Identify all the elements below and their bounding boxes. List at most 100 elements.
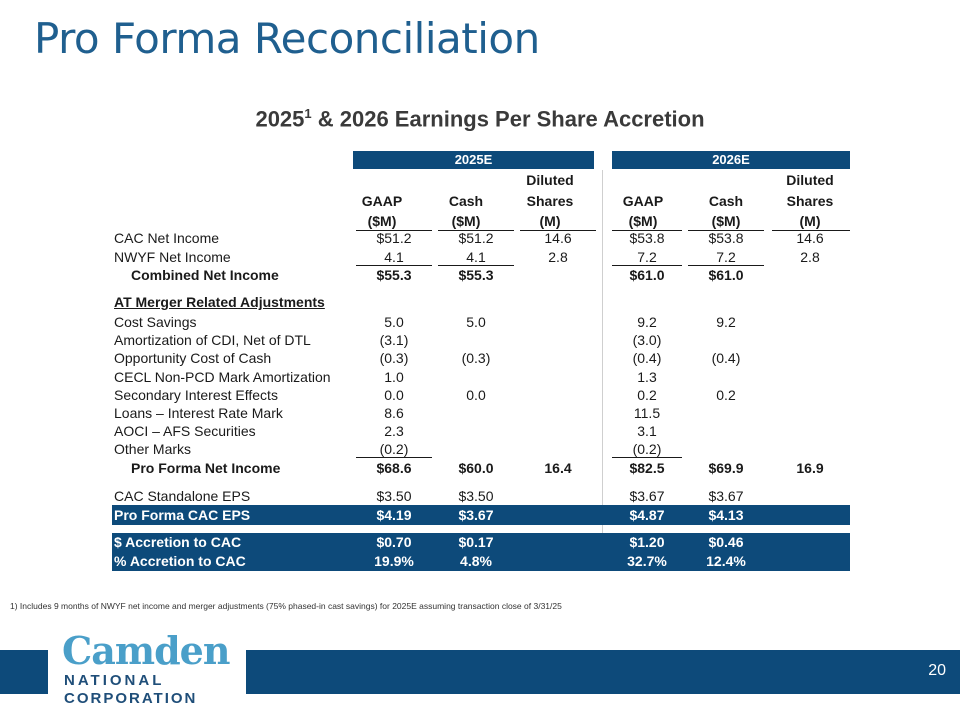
row-label: % Accretion to CAC <box>114 553 246 569</box>
table-cell: 1.0 <box>384 369 404 385</box>
table-cell: $4.13 <box>708 507 744 523</box>
table-cell: 32.7% <box>627 553 667 569</box>
hdr-cash-2026: Cash <box>708 193 744 209</box>
hdr-shares-2026: Shares <box>786 193 834 209</box>
header-underline <box>438 230 514 231</box>
camden-logo: Camden NATIONAL CORPORATION <box>62 628 230 708</box>
table-cell: 4.1 <box>384 249 404 265</box>
row-label: Combined Net Income <box>131 267 279 283</box>
table-cell: $3.67 <box>708 488 744 504</box>
table-cell: 5.0 <box>466 314 486 330</box>
hdr-unit-shares-2025: (M) <box>539 213 561 229</box>
table-cell: $4.87 <box>629 507 665 523</box>
page-title: Pro Forma Reconciliation <box>34 14 540 63</box>
row-label: Opportunity Cost of Cash <box>114 350 272 366</box>
hdr-unit-cash-2026: ($M) <box>711 213 741 229</box>
pro-forma-eps-band <box>112 505 850 525</box>
row-label: AT Merger Related Adjustments <box>114 294 325 310</box>
table-cell: $3.67 <box>629 488 665 504</box>
hdr-gaap-2025: GAAP <box>361 193 403 209</box>
table-cell: 4.1 <box>466 249 486 265</box>
header-underline <box>688 230 764 231</box>
table-cell: $3.50 <box>458 488 494 504</box>
row-label: CAC Standalone EPS <box>114 488 251 504</box>
hdr-gaap-2026: GAAP <box>622 193 664 209</box>
table-cell: 2.8 <box>800 249 820 265</box>
hdr-cash-2025: Cash <box>448 193 484 209</box>
table-cell: $60.0 <box>458 460 494 476</box>
subtotal-rule <box>688 265 764 266</box>
table-cell: 9.2 <box>716 314 736 330</box>
header-underline <box>612 230 682 231</box>
table-cell: 0.0 <box>466 387 486 403</box>
logo-line-national: NATIONAL <box>64 672 165 689</box>
footnote-marker: 1 <box>304 106 312 121</box>
logo-line-corporation: CORPORATION <box>64 690 198 707</box>
subtotal-rule <box>356 457 432 458</box>
table-cell: $0.17 <box>458 534 494 550</box>
subtotal-rule <box>612 457 682 458</box>
row-label: NWYF Net Income <box>114 249 231 265</box>
table-cell: 19.9% <box>374 553 414 569</box>
table-cell: $0.70 <box>376 534 412 550</box>
table-cell: 5.0 <box>384 314 404 330</box>
header-underline <box>520 230 596 231</box>
table-cell: 8.6 <box>384 405 404 421</box>
table-cell: $51.2 <box>458 230 494 246</box>
footer-bar-left <box>0 650 48 694</box>
hdr-unit-shares-2026: (M) <box>799 213 821 229</box>
row-label: CECL Non-PCD Mark Amortization <box>114 369 331 385</box>
accretion-band <box>112 533 850 571</box>
table-cell: (0.3) <box>379 350 409 366</box>
row-label: Pro Forma CAC EPS <box>114 507 251 523</box>
hdr-unit-gaap-2025: ($M) <box>367 213 397 229</box>
column-separator <box>602 170 603 570</box>
row-label: CAC Net Income <box>114 230 220 246</box>
header-underline <box>356 230 432 231</box>
table-cell: 2.8 <box>548 249 568 265</box>
table-cell: (0.4) <box>711 350 741 366</box>
table-cell: 1.3 <box>637 369 657 385</box>
logo-wordmark: Camden <box>62 628 230 673</box>
table-cell: (0.4) <box>632 350 662 366</box>
table-cell: 0.0 <box>384 387 404 403</box>
hdr-unit-cash-2025: ($M) <box>451 213 481 229</box>
table-cell: 4.8% <box>460 553 492 569</box>
table-cell: (0.2) <box>632 441 662 457</box>
row-label: $ Accretion to CAC <box>114 534 242 550</box>
table-cell: 3.1 <box>637 423 657 439</box>
table-cell: $68.6 <box>376 460 412 476</box>
page-number: 20 <box>928 662 946 679</box>
table-cell: 14.6 <box>796 230 824 246</box>
subtotal-rule <box>356 265 432 266</box>
table-cell: $61.0 <box>629 267 665 283</box>
table-cell: 0.2 <box>637 387 657 403</box>
table-cell: 0.2 <box>716 387 736 403</box>
table-cell: $55.3 <box>376 267 412 283</box>
table-title: 20251 & 2026 Earnings Per Share Accretio… <box>255 106 705 132</box>
table-cell: $82.5 <box>629 460 665 476</box>
table-cell: (0.2) <box>379 441 409 457</box>
table-cell: $61.0 <box>708 267 744 283</box>
table-cell: 7.2 <box>637 249 657 265</box>
table-cell: $53.8 <box>629 230 665 246</box>
table-cell: $3.67 <box>458 507 494 523</box>
hdr-diluted-2025: Diluted <box>526 172 574 188</box>
table-cell: $0.46 <box>708 534 744 550</box>
header-2026e: 2026E <box>612 151 850 169</box>
row-label: AOCI – AFS Securities <box>114 423 256 439</box>
hdr-shares-2025: Shares <box>526 193 574 209</box>
table-cell: 12.4% <box>706 553 746 569</box>
table-cell: $53.8 <box>708 230 744 246</box>
table-cell: $1.20 <box>629 534 665 550</box>
hdr-unit-gaap-2026: ($M) <box>628 213 658 229</box>
table-cell: $4.19 <box>376 507 412 523</box>
subtotal-rule <box>438 265 514 266</box>
table-cell: (0.3) <box>461 350 491 366</box>
row-label: Secondary Interest Effects <box>114 387 278 403</box>
table-cell: 14.6 <box>544 230 572 246</box>
footnote: 1) Includes 9 months of NWYF net income … <box>10 601 562 611</box>
table-cell: $69.9 <box>708 460 744 476</box>
row-label: Amortization of CDI, Net of DTL <box>114 332 311 348</box>
subtotal-rule <box>612 265 682 266</box>
